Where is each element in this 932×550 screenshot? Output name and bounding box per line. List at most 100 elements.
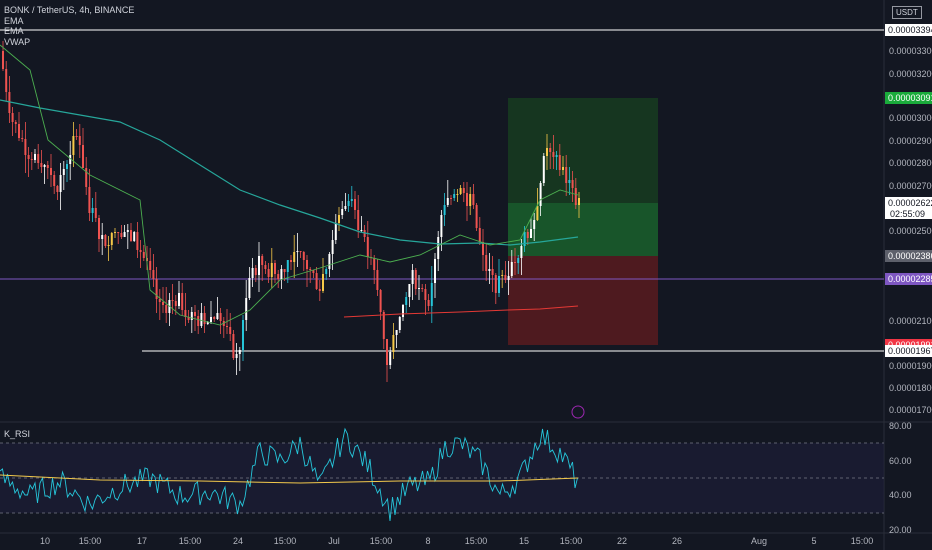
price-tick-label: 0.00001800	[889, 383, 932, 393]
time-tick-label: 15:00	[465, 536, 488, 546]
candle-body	[62, 169, 65, 175]
candle	[437, 231, 440, 271]
candle	[402, 304, 404, 321]
candle-body	[507, 276, 510, 280]
candle-body	[478, 228, 481, 242]
candle-body	[565, 167, 568, 183]
candle-body	[174, 301, 177, 306]
rsi-ma-line	[0, 474, 579, 484]
candle-body	[475, 205, 478, 228]
candle-body	[530, 229, 532, 238]
price-tick-label: 0.00002900	[889, 136, 932, 146]
candle-body	[334, 223, 337, 240]
candle-body	[306, 260, 308, 269]
candle-body	[187, 317, 190, 320]
candle	[411, 264, 414, 300]
price-highlight-bg	[885, 197, 932, 219]
candle	[194, 305, 196, 331]
candle	[184, 293, 187, 326]
candle-body	[66, 164, 68, 169]
indicator-ema-2[interactable]: EMA	[4, 26, 24, 36]
candle-body	[258, 256, 260, 275]
candle-body	[85, 168, 88, 187]
candle	[318, 280, 321, 301]
candle	[136, 222, 139, 258]
candle-body	[274, 263, 276, 274]
candle	[334, 214, 337, 244]
candle	[46, 161, 49, 179]
candle	[178, 281, 180, 309]
candle-body	[126, 230, 129, 232]
candle	[315, 267, 318, 290]
candle-body	[469, 194, 472, 206]
price-highlight-bg	[885, 345, 932, 357]
candle	[450, 195, 452, 205]
candle	[520, 239, 523, 275]
rsi-tick-label: 80.00	[889, 421, 912, 431]
chart-legend: BONK / TetherUS, 4h, BINANCE EMA EMA VWA…	[4, 5, 134, 47]
price-highlight-bg	[885, 92, 932, 104]
candle	[270, 248, 273, 288]
candle	[254, 265, 257, 282]
candle-body	[504, 275, 507, 280]
candle	[350, 186, 353, 207]
candle-body	[88, 187, 91, 213]
candle	[62, 161, 65, 190]
candle-body	[184, 310, 187, 317]
candle	[462, 182, 465, 202]
candle	[360, 216, 363, 232]
candle	[571, 171, 574, 202]
candle-body	[427, 300, 430, 306]
price-tick-label: 0.00002700	[889, 181, 932, 191]
price-highlight-label: 0.00003394	[885, 24, 932, 36]
candle-body	[533, 220, 536, 229]
candle	[389, 347, 392, 369]
candle	[517, 255, 520, 274]
candle	[8, 76, 11, 123]
candle-body	[443, 205, 446, 215]
time-tick-label: 17	[137, 536, 147, 546]
candle-body	[277, 274, 280, 279]
candle-body	[34, 154, 36, 160]
candle	[238, 347, 241, 371]
candle-body	[98, 218, 100, 239]
candle	[18, 112, 20, 141]
candle-body	[117, 232, 120, 233]
rsi-panel-title[interactable]: K_RSI	[4, 429, 31, 439]
time-tick-label: 15:00	[851, 536, 874, 546]
candle	[210, 301, 212, 324]
indicator-ema-1[interactable]: EMA	[4, 15, 24, 26]
candle-body	[354, 199, 356, 210]
candle	[414, 268, 417, 295]
candle	[510, 250, 513, 278]
candle-body	[152, 270, 155, 279]
candle-body	[238, 350, 241, 354]
candle-body	[424, 289, 427, 300]
candle-body	[194, 312, 196, 316]
candle-body	[290, 260, 292, 262]
candle	[133, 231, 136, 242]
candle	[472, 184, 475, 209]
candle	[398, 316, 401, 333]
candle-body	[226, 326, 228, 327]
price-highlight-text: 0.00002386	[888, 251, 932, 261]
candle-body	[104, 235, 107, 246]
candle	[34, 149, 36, 163]
candle	[392, 323, 395, 359]
candle	[229, 313, 232, 341]
candle	[443, 193, 446, 226]
price-tick-label: 0.00001700	[889, 405, 932, 415]
currency-label[interactable]: USDT	[892, 6, 922, 19]
candle	[107, 236, 110, 261]
candle	[558, 144, 561, 176]
candle	[40, 150, 43, 173]
indicator-vwap[interactable]: VWAP	[4, 36, 31, 47]
candle	[309, 267, 312, 283]
time-tick-label: 15:00	[79, 536, 102, 546]
candle	[75, 129, 78, 140]
candle	[430, 266, 433, 323]
candle	[152, 254, 155, 287]
candle	[574, 178, 577, 209]
candle-body	[466, 193, 468, 206]
